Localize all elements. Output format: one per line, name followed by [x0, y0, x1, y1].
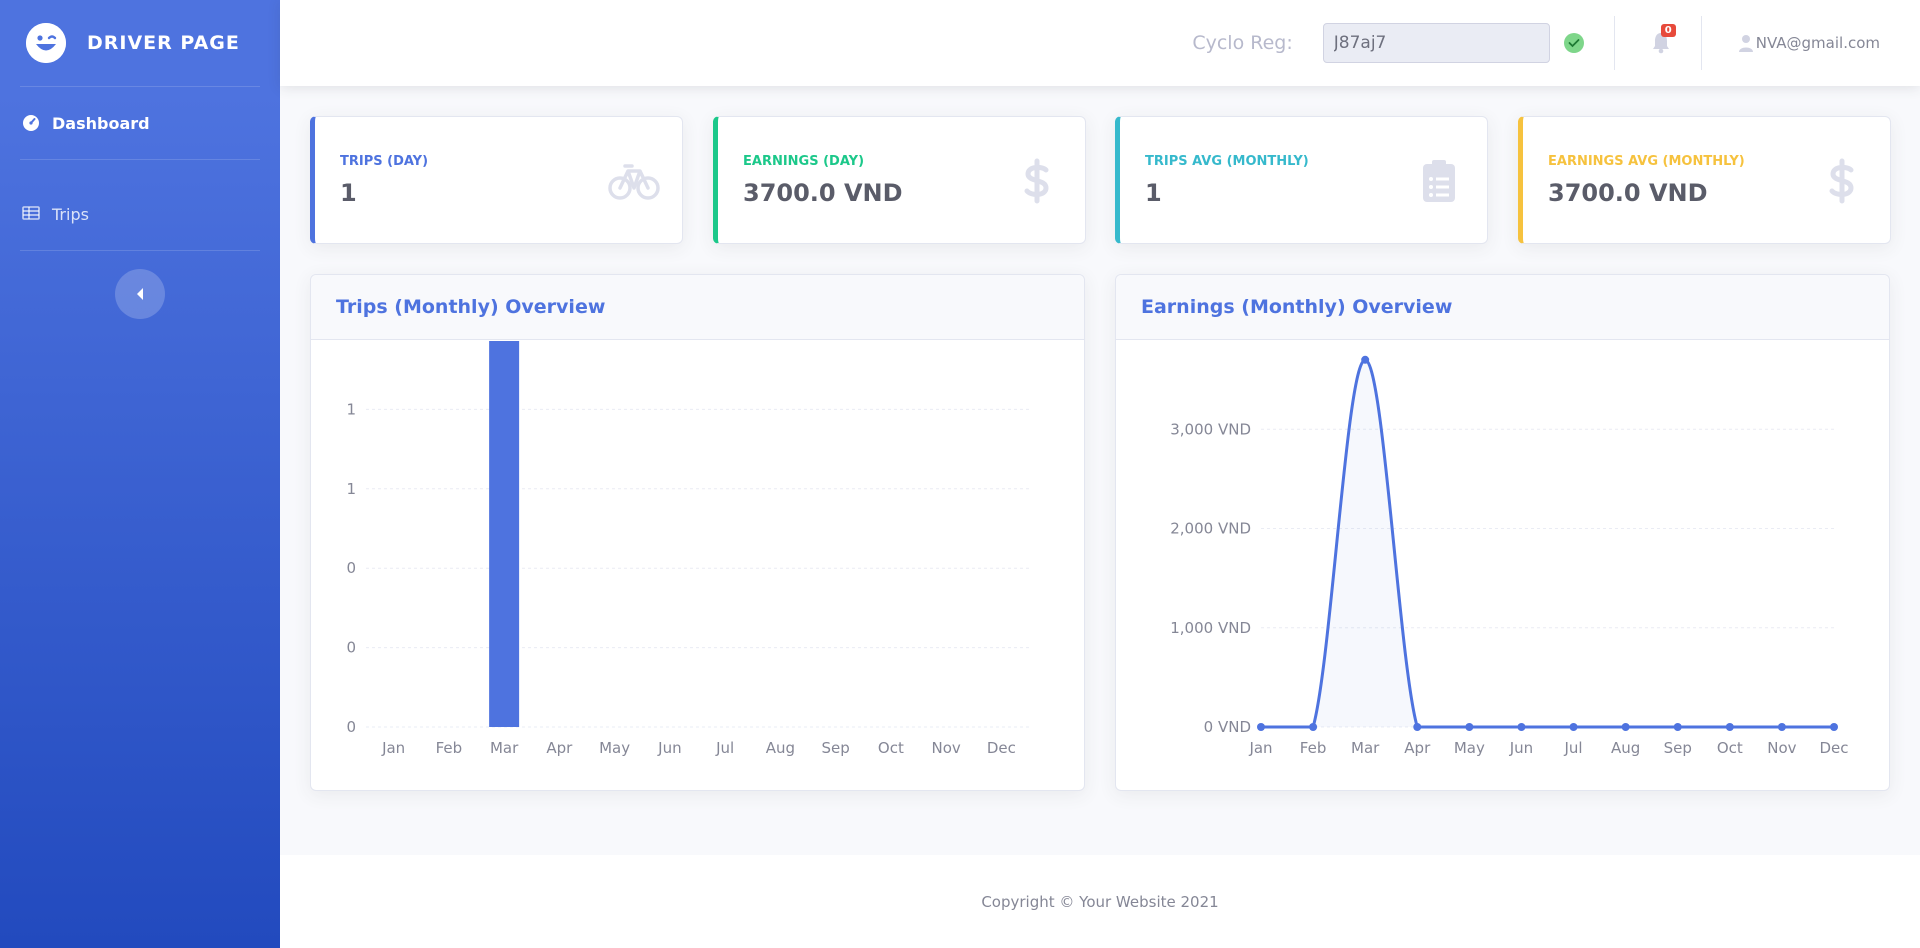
y-tick-label: 1: [346, 400, 356, 418]
data-point: [1569, 723, 1578, 731]
stat-value: 1: [340, 179, 357, 207]
chevron-left-icon: [137, 288, 143, 300]
stat-label: Trips (Day): [340, 154, 429, 169]
copyright-text: Copyright © Your Website 2021: [981, 892, 1219, 911]
x-tick-label: Apr: [546, 739, 573, 757]
x-tick-label: Jan: [381, 739, 405, 757]
sidebar-toggle-button[interactable]: [115, 269, 165, 319]
cyclo-reg-input[interactable]: [1322, 23, 1550, 63]
check-circle-icon: [1563, 33, 1584, 53]
data-point: [1465, 723, 1474, 731]
sidebar: DRIVER PAGE Dashboard Trips: [0, 0, 280, 948]
data-point: [1621, 723, 1630, 731]
series-line: [1261, 358, 1834, 729]
footer: Copyright © Your Website 2021: [280, 855, 1920, 948]
y-tick-label: 1: [346, 480, 356, 498]
x-tick-label: Jan: [1248, 739, 1272, 757]
data-point: [1361, 355, 1370, 364]
stat-card-earnings-day: Earnings (Day) 3700.0 VND: [713, 116, 1086, 244]
notification-badge: 0: [1660, 24, 1676, 37]
data-point: [1413, 723, 1422, 731]
bell-icon: [1652, 33, 1669, 54]
x-tick-label: Oct: [1717, 739, 1743, 757]
x-tick-label: Nov: [931, 739, 960, 757]
sidebar-item-trips[interactable]: Trips: [0, 178, 280, 250]
data-point: [1257, 723, 1265, 731]
table-icon: [22, 205, 40, 223]
y-tick-label: 2,000 VND: [1170, 520, 1251, 538]
x-tick-label: Mar: [490, 739, 519, 757]
earnings-chart-title: Earnings (Monthly) Overview: [1116, 275, 1889, 340]
x-tick-label: Nov: [1767, 739, 1796, 757]
dollar-icon: [1011, 155, 1063, 207]
brand-title: DRIVER PAGE: [87, 32, 240, 54]
x-tick-label: Jul: [1563, 739, 1582, 757]
stat-card-trips-avg: Trips Avg (Monthly) 1: [1115, 116, 1488, 244]
x-tick-label: May: [1454, 739, 1485, 757]
sidebar-divider: [20, 86, 260, 87]
x-tick-label: Feb: [436, 739, 463, 757]
topbar-divider: [1613, 16, 1615, 70]
trips-chart-title: Trips (Monthly) Overview: [311, 275, 1084, 340]
y-tick-label: 0 VND: [1204, 718, 1251, 736]
data-point: [1517, 723, 1526, 731]
stat-label: Earnings Avg (Monthly): [1548, 154, 1745, 169]
x-tick-label: Sep: [821, 739, 849, 757]
data-point: [1777, 723, 1786, 731]
sidebar-item-dashboard[interactable]: Dashboard: [0, 87, 280, 159]
stat-card-earnings-avg: Earnings Avg (Monthly) 3700.0 VND: [1518, 116, 1891, 244]
sidebar-item-label: Dashboard: [52, 113, 150, 133]
user-menu[interactable]: NVA@gmail.com: [1738, 34, 1880, 52]
earnings-chart-card: Earnings (Monthly) Overview 0 VND 1,000 V…: [1115, 274, 1890, 791]
stat-value: 1: [1145, 179, 1162, 207]
user-icon: [1738, 35, 1753, 52]
data-point: [1309, 723, 1318, 731]
topbar: Cyclo Reg: 0 NVA@gmail.com: [280, 0, 1920, 86]
stat-value: 3700.0 VND: [743, 179, 903, 207]
x-tick-label: Oct: [878, 739, 904, 757]
y-tick-label: 0: [346, 718, 356, 736]
stat-label: Trips Avg (Monthly): [1145, 154, 1309, 169]
data-point: [1673, 723, 1682, 731]
area-fill: [1261, 359, 1834, 727]
y-tick-label: 1,000 VND: [1170, 619, 1251, 637]
user-email: NVA@gmail.com: [1755, 34, 1880, 52]
y-tick-label: 0: [346, 639, 356, 657]
x-tick-label: Mar: [1351, 739, 1380, 757]
y-tick-label: 3,000 VND: [1170, 420, 1251, 438]
trips-bar-chart: 000111JanFebMarAprMayJunJulAugSepOctNovD…: [346, 341, 1029, 757]
tachometer-icon: [22, 114, 40, 132]
stat-card-trips-day: Trips (Day) 1: [310, 116, 683, 244]
x-tick-label: Jun: [1509, 739, 1533, 757]
x-tick-label: Dec: [987, 739, 1016, 757]
sidebar-item-label: Trips: [52, 204, 89, 224]
dollar-icon: [1816, 155, 1868, 207]
topbar-divider: [1700, 16, 1702, 70]
bar: [489, 341, 520, 727]
stat-label: Earnings (Day): [743, 154, 865, 169]
trips-chart-card: Trips (Monthly) Overview 000111JanFebMar…: [310, 274, 1085, 791]
x-tick-label: Jul: [715, 739, 734, 757]
y-tick-label: 0: [346, 559, 356, 577]
clipboard-list-icon: [1413, 155, 1465, 207]
x-tick-label: Aug: [1611, 739, 1640, 757]
sidebar-divider: [20, 250, 260, 251]
notifications-button[interactable]: 0: [1651, 24, 1676, 54]
x-tick-label: Jun: [657, 739, 681, 757]
cyclo-reg-label: Cyclo Reg:: [1192, 32, 1293, 54]
data-point: [1830, 723, 1838, 731]
bicycle-icon: [608, 155, 660, 207]
x-tick-label: Dec: [1819, 739, 1848, 757]
x-tick-label: Sep: [1664, 739, 1692, 757]
x-tick-label: Aug: [766, 739, 795, 757]
sidebar-divider: [20, 159, 260, 160]
stat-value: 3700.0 VND: [1548, 179, 1708, 207]
x-tick-label: Feb: [1300, 739, 1327, 757]
data-point: [1725, 723, 1734, 731]
x-tick-label: May: [599, 739, 630, 757]
laugh-wink-icon: [26, 23, 66, 63]
brand[interactable]: DRIVER PAGE: [0, 0, 280, 86]
x-tick-label: Apr: [1404, 739, 1431, 757]
